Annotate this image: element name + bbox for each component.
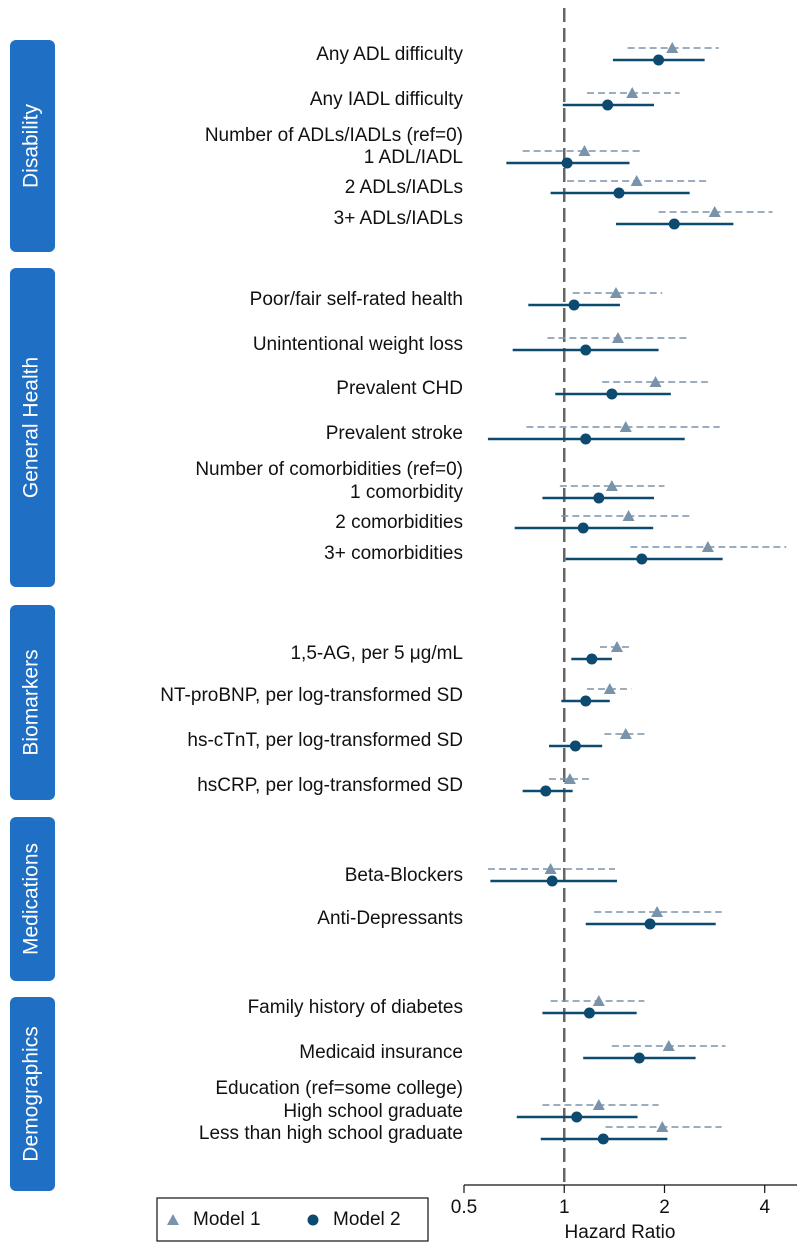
point-estimate: [603, 683, 616, 694]
point-estimate: [561, 157, 573, 169]
legend-label: Model 2: [333, 1209, 401, 1230]
row-label: Education (ref=some college): [215, 1078, 463, 1099]
x-tick-label: 4: [759, 1197, 770, 1218]
row-label: 2 ADLs/IADLs: [345, 177, 463, 198]
point-estimate: [580, 344, 592, 356]
point-estimate: [597, 1133, 609, 1145]
point-estimate: [610, 641, 623, 652]
point-estimate: [668, 218, 680, 230]
point-estimate: [606, 388, 618, 400]
point-estimate: [609, 287, 622, 298]
point-estimate: [666, 42, 679, 53]
point-estimate: [613, 187, 625, 199]
point-estimate: [569, 740, 581, 752]
x-axis-label: Hazard Ratio: [565, 1222, 676, 1243]
row-label: Number of comorbidities (ref=0): [195, 459, 463, 480]
point-estimate: [571, 1111, 583, 1123]
point-estimate: [619, 728, 632, 739]
row-label: hsCRP, per log-transformed SD: [197, 775, 463, 796]
point-estimate: [568, 299, 580, 311]
row-label: 3+ comorbidities: [324, 543, 463, 564]
row-label: Prevalent CHD: [336, 378, 463, 399]
x-tick-label: 2: [659, 1197, 670, 1218]
row-label: NT-proBNP, per log-transformed SD: [160, 685, 463, 706]
row-label: hs-cTnT, per log-transformed SD: [187, 730, 463, 751]
point-estimate: [622, 510, 635, 521]
group-label: Disability: [20, 103, 43, 188]
group-label: Biomarkers: [20, 649, 43, 755]
group-label: Medications: [20, 843, 43, 955]
legend-marker: [307, 1214, 319, 1226]
group-box: [10, 817, 55, 981]
row-label: 3+ ADLs/IADLs: [334, 208, 463, 229]
point-estimate: [583, 1007, 595, 1019]
point-estimate: [592, 1099, 605, 1110]
point-estimate: [633, 1052, 645, 1064]
point-estimate: [540, 785, 552, 797]
group-box: [10, 997, 55, 1191]
row-label: Any ADL difficulty: [316, 44, 463, 65]
row-label: 1 ADL/IADL: [364, 147, 463, 168]
x-tick-label: 1: [559, 1197, 570, 1218]
point-estimate: [546, 875, 558, 887]
row-label: 2 comorbidities: [335, 512, 463, 533]
point-estimate: [656, 1121, 669, 1132]
point-estimate: [592, 995, 605, 1006]
x-tick-label: 0.5: [451, 1197, 477, 1218]
group-label: General Health: [20, 357, 43, 498]
legend-marker: [167, 1214, 179, 1225]
group-box: [10, 605, 55, 800]
point-estimate: [619, 421, 632, 432]
point-estimate: [649, 376, 662, 387]
row-label: Poor/fair self-rated health: [250, 289, 463, 310]
row-label: 1 comorbidity: [350, 482, 463, 503]
point-estimate: [701, 541, 714, 552]
point-estimate: [708, 206, 721, 217]
point-estimate: [630, 175, 643, 186]
point-estimate: [605, 480, 618, 491]
row-label: Beta-Blockers: [345, 865, 463, 886]
point-estimate: [544, 863, 557, 874]
group-box: [10, 40, 55, 252]
point-estimate: [586, 653, 598, 665]
point-estimate: [593, 492, 605, 504]
point-estimate: [602, 99, 614, 111]
legend-label: Model 1: [193, 1209, 261, 1230]
point-estimate: [578, 145, 591, 156]
point-estimate: [653, 54, 665, 66]
row-label: Medicaid insurance: [299, 1042, 463, 1063]
row-label: Any IADL difficulty: [310, 89, 464, 110]
point-estimate: [580, 695, 592, 707]
point-estimate: [662, 1040, 675, 1051]
point-estimate: [580, 433, 592, 445]
group-label: Demographics: [20, 1026, 43, 1161]
point-estimate: [626, 87, 639, 98]
row-label: 1,5-AG, per 5 μg/mL: [290, 643, 463, 664]
row-label: Anti-Depressants: [317, 908, 463, 929]
row-label: High school graduate: [283, 1101, 463, 1122]
point-estimate: [563, 773, 576, 784]
row-label: Prevalent stroke: [326, 423, 463, 444]
row-label: Unintentional weight loss: [253, 334, 463, 355]
point-estimate: [636, 553, 648, 565]
point-estimate: [577, 522, 589, 534]
row-label: Number of ADLs/IADLs (ref=0): [205, 125, 463, 146]
row-label: Less than high school graduate: [199, 1123, 463, 1144]
group-box: [10, 268, 55, 587]
row-label: Family history of diabetes: [248, 997, 463, 1018]
point-estimate: [644, 918, 656, 930]
point-estimate: [651, 906, 664, 917]
legend-box: [156, 1197, 429, 1242]
point-estimate: [611, 332, 624, 343]
